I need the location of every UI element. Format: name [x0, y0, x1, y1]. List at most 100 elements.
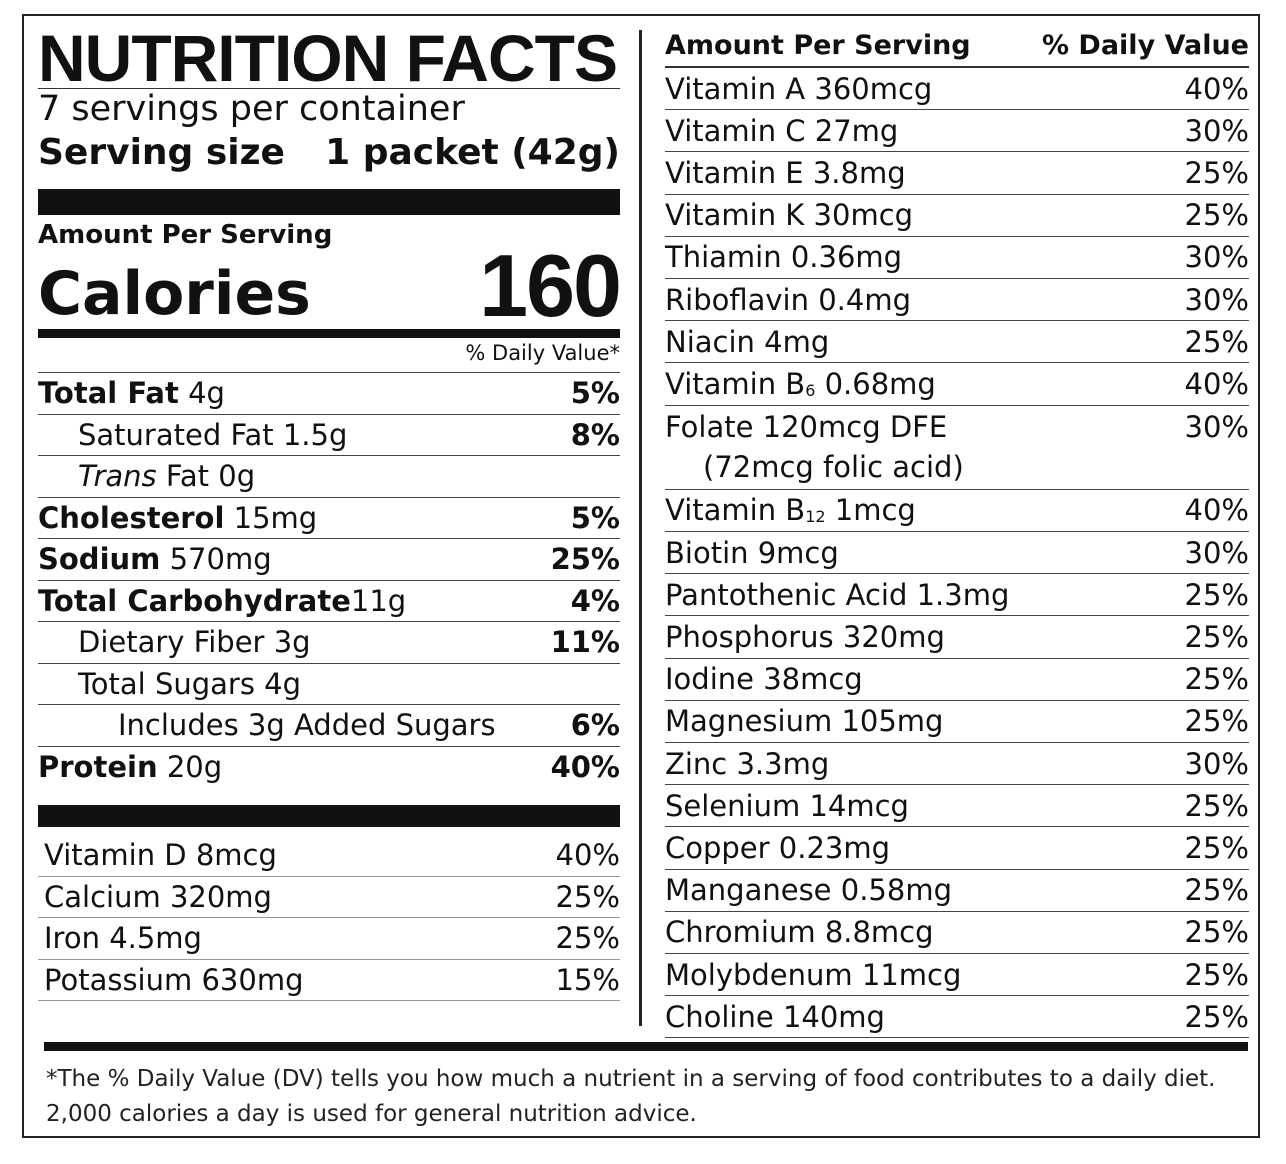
- nutrient-dv: 25%: [1184, 662, 1249, 697]
- vitamin-row-vitamin-a: Vitamin A 360mcg 40%: [665, 68, 1249, 111]
- nutrient-amount: 0.58mg: [840, 873, 952, 908]
- nutrient-name: Manganese: [665, 873, 832, 908]
- vitamin-label: Thiamin 0.36mg: [665, 240, 902, 274]
- nutrient-name: Sodium: [38, 542, 161, 577]
- nutrient-name: Fat: [165, 459, 210, 494]
- vitamin-row-manganese: Manganese 0.58mg 25%: [665, 870, 1249, 912]
- vitamin-row-phosphorus: Phosphorus 320mg 25%: [665, 616, 1249, 659]
- vitamin-label: Selenium 14mcg: [665, 789, 909, 823]
- nutrient-name: Chromium: [665, 915, 816, 950]
- nutrient-amount: 4mg: [764, 324, 830, 359]
- nutrient-dv: 6%: [570, 708, 620, 743]
- nutrient-dv: 25%: [1184, 788, 1249, 823]
- nutrient-row-saturated-fat: Saturated Fat 1.5g 8%: [38, 413, 620, 456]
- nutrient-amount: 360mcg: [814, 71, 933, 106]
- nutrient-dv: 30%: [1184, 113, 1249, 148]
- thick-divider: [38, 805, 620, 827]
- nutrient-row-added-sugars: Includes 3g Added Sugars 6%: [38, 704, 620, 746]
- nutrient-amount: 120mcg DFE: [762, 409, 948, 444]
- right-column-header: Amount Per Serving % Daily Value: [665, 28, 1249, 68]
- nutrient-amount: 14mcg: [809, 788, 909, 823]
- nutrient-name: Vitamin E: [665, 155, 804, 190]
- nutrient-name-italic: Trans: [78, 459, 157, 494]
- vitamin-label: Molybdenum 11mcg: [665, 958, 961, 992]
- serving-size-label: Serving size: [38, 132, 285, 173]
- nutrient-row-protein: Protein 20g 40%: [38, 745, 620, 788]
- nutrient-name: Iodine: [665, 662, 754, 697]
- nutrient-amount: 320mg: [842, 620, 945, 655]
- nutrient-subscript: 6: [805, 380, 816, 400]
- nutrient-name: Copper: [665, 830, 770, 865]
- nutrient-name: Vitamin A: [665, 71, 806, 106]
- vitamin-label: Vitamin B6 0.68mg: [665, 367, 936, 401]
- nutrient-name: Protein: [38, 749, 158, 784]
- servings-per-container: 7 servings per container: [38, 88, 620, 131]
- nutrient-dv: 25%: [1184, 577, 1249, 612]
- nutrient-name: Total Carbohydrate: [38, 583, 351, 618]
- nutrient-name: Selenium: [665, 788, 801, 823]
- nutrient-dv: 40%: [1184, 366, 1249, 401]
- vitamin-label: Magnesium 105mg: [665, 704, 943, 738]
- nutrient-dv: 25%: [1184, 830, 1249, 865]
- nutrient-amount: 0g: [218, 459, 256, 494]
- footer-divider: [44, 1042, 1248, 1051]
- nutrient-dv: 11%: [550, 625, 620, 660]
- vitamin-row-folate: Folate 120mcg DFE (72mcg folic acid) 30%: [665, 406, 1249, 490]
- vitamin-row-choline: Choline 140mg 25%: [665, 996, 1249, 1039]
- nutrient-name: Magnesium: [665, 704, 833, 739]
- nutrient-dv: 5%: [570, 500, 620, 535]
- nutrient-name: Vitamin B: [665, 493, 806, 528]
- nutrient-dv: 30%: [1184, 282, 1249, 317]
- nutrient-name: Vitamin D: [44, 838, 187, 873]
- daily-value-header: % Daily Value: [1041, 30, 1249, 61]
- vitamin-row-vitamin-e: Vitamin E 3.8mg 25%: [665, 152, 1249, 195]
- nutrient-amount: 630mg: [201, 962, 304, 997]
- vitamin-row-vitamin-k: Vitamin K 30mcg 25%: [665, 195, 1249, 237]
- nutrient-dv: 25%: [1184, 915, 1249, 950]
- nutrient-amount: 15mg: [233, 500, 318, 535]
- nutrient-name: Folate: [665, 409, 754, 444]
- vitamin-row-magnesium: Magnesium 105mg 25%: [665, 701, 1249, 744]
- nutrient-amount: 3.8mg: [812, 155, 906, 190]
- vitamin-row-vitamin-b-12: Vitamin B12 1mcg 40%: [665, 490, 1249, 533]
- vitamin-label: Zinc 3.3mg: [665, 747, 829, 781]
- nutrient-row-total-fat: Total Fat 4g 5%: [38, 372, 620, 414]
- footnote: *The % Daily Value (DV) tells you how mu…: [46, 1066, 1216, 1127]
- nutrient-amount: 38mcg: [763, 662, 863, 697]
- nutrient-amount: 30mcg: [813, 198, 914, 233]
- nutrient-amount: 0.23mg: [778, 830, 891, 865]
- nutrient-amount: 8.8mcg: [824, 915, 934, 950]
- nutrient-row-dietary-fiber: Dietary Fiber 3g 11%: [38, 621, 620, 663]
- vitamin-row-vitamin-c: Vitamin C 27mg 30%: [665, 110, 1249, 153]
- nutrient-amount: 0.68mg: [824, 366, 936, 401]
- nutrient-row-trans-fat: Trans Fat 0g: [38, 455, 620, 497]
- vitamin-label: Manganese 0.58mg: [665, 873, 952, 907]
- nutrient-amount: 1.5g: [282, 417, 348, 452]
- nutrient-name: Total Sugars: [78, 666, 255, 701]
- vitamin-label: Riboflavin 0.4mg: [665, 283, 911, 317]
- nutrient-name: Includes 3g Added Sugars: [118, 708, 496, 743]
- nutrient-name: Vitamin B: [665, 366, 806, 401]
- nutrient-name: Dietary Fiber: [78, 625, 265, 660]
- nutrient-dv: 15%: [555, 962, 620, 997]
- nutrient-name: Thiamin: [665, 240, 782, 275]
- nutrient-amount: 11g: [350, 583, 407, 618]
- nutrient-dv: 4%: [570, 583, 620, 618]
- nutrient-dv: 5%: [570, 376, 620, 411]
- calories-row: Calories 160: [38, 242, 622, 330]
- nutrient-name: Vitamin C: [665, 113, 806, 148]
- vitamin-label: Vitamin K 30mcg: [665, 198, 913, 232]
- nutrient-row-total-sugars: Total Sugars 4g: [38, 662, 620, 705]
- nutrient-amount: 0.4mg: [818, 282, 911, 317]
- right-column: Amount Per Serving % Daily Value Vitamin…: [665, 28, 1249, 1039]
- left-column: NUTRITION FACTS 7 servings per container…: [38, 25, 622, 1001]
- vitamin-row-niacin: Niacin 4mg 25%: [665, 321, 1249, 364]
- calories-label: Calories: [38, 259, 311, 329]
- nutrient-dv: 25%: [1184, 324, 1249, 359]
- vitamin-label: Vitamin C 27mg: [665, 114, 898, 148]
- vitamin-label: Choline 140mg: [665, 1000, 885, 1034]
- nutrient-amount: 9mcg: [757, 535, 839, 570]
- amount-per-serving-label: Amount Per Serving: [38, 220, 333, 250]
- nutrient-name: Niacin: [665, 324, 755, 359]
- nutrient-amount: 11mcg: [861, 957, 962, 992]
